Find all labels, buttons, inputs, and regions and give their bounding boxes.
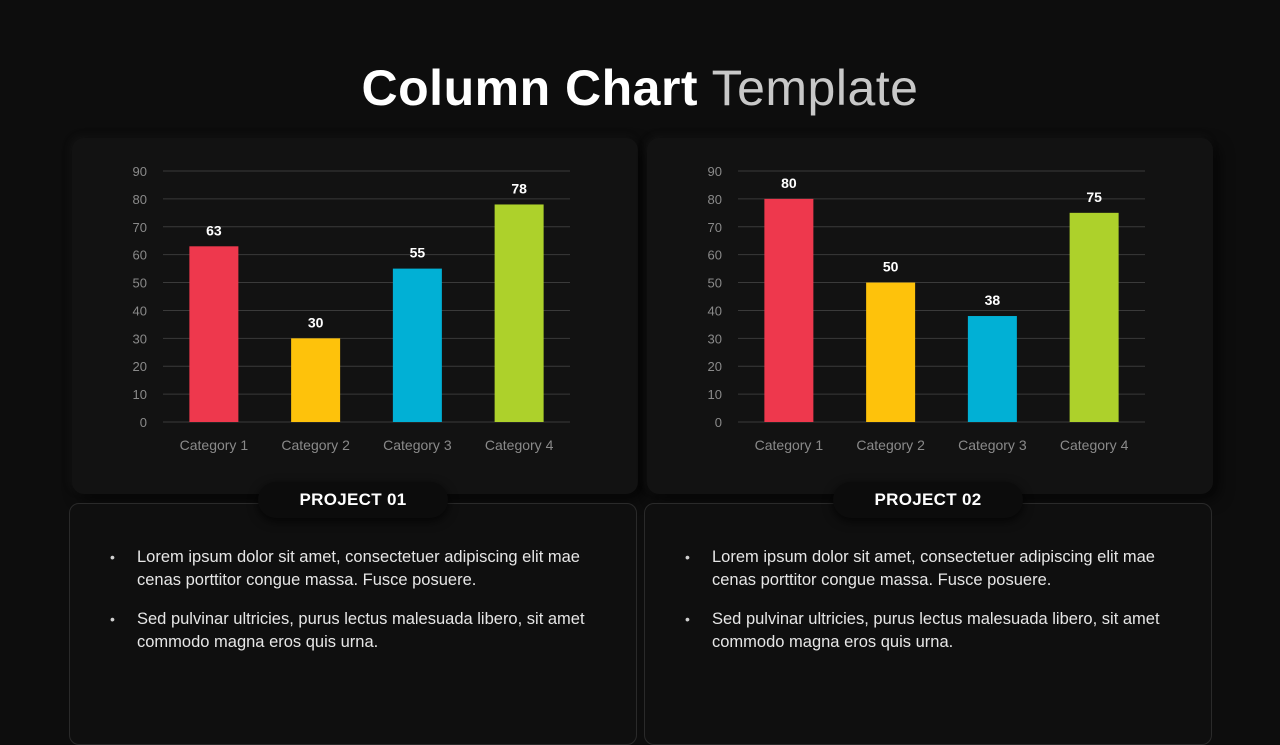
bullet-item: Sed pulvinar ultricies, purus lectus mal…: [685, 608, 1185, 654]
data-label: 78: [511, 180, 527, 196]
y-tick-label: 80: [708, 192, 722, 207]
description-card-project-01: Lorem ipsum dolor sit amet, consectetuer…: [69, 503, 637, 745]
bar-category-3: [967, 316, 1017, 422]
data-label: 75: [1086, 189, 1102, 205]
column-chart-project-02: 0 10 20 30 40 50 60 70 80 90 80 Category 1 50 Categor…: [708, 164, 1145, 453]
data-label: 80: [781, 175, 797, 191]
y-tick-label: 50: [133, 276, 147, 291]
x-tick-label: Category 1: [755, 437, 824, 453]
column-chart-project-01: 0 10 20 30 40 50 60 70 80 90 63 Category 1 30 Categor…: [133, 164, 570, 453]
bullet-item: Lorem ipsum dolor sit amet, consectetuer…: [110, 546, 610, 592]
data-label: 30: [308, 314, 324, 330]
x-tick-label: Category 3: [383, 437, 452, 453]
description-card-project-02: Lorem ipsum dolor sit amet, consectetuer…: [644, 503, 1212, 745]
y-tick-label: 70: [133, 220, 147, 235]
title-bold: Column Chart: [361, 60, 699, 116]
data-label: 38: [985, 292, 1001, 308]
bar-category-4: [1069, 212, 1119, 422]
y-tick-label: 30: [708, 331, 722, 346]
y-tick-label: 20: [133, 359, 147, 374]
x-tick-label: Category 4: [485, 437, 554, 453]
bar-category-2: [291, 338, 341, 422]
y-tick-label: 40: [708, 303, 722, 318]
y-tick-label: 0: [140, 415, 147, 430]
y-tick-label: 90: [708, 164, 722, 179]
bullet-item: Sed pulvinar ultricies, purus lectus mal…: [110, 608, 610, 654]
y-tick-label: 0: [715, 415, 722, 430]
bullet-list: Lorem ipsum dolor sit amet, consectetuer…: [685, 546, 1185, 670]
chart-card-project-02: 0 10 20 30 40 50 60 70 80 90 80 Category 1 50 Categor…: [647, 138, 1213, 494]
project-label-02: PROJECT 02: [833, 482, 1023, 518]
project-label-01: PROJECT 01: [258, 482, 448, 518]
y-tick-label: 50: [708, 276, 722, 291]
x-tick-label: Category 4: [1060, 437, 1129, 453]
y-tick-label: 20: [708, 359, 722, 374]
bullet-list: Lorem ipsum dolor sit amet, consectetuer…: [110, 546, 610, 670]
y-tick-label: 10: [133, 387, 147, 402]
page-title: Column Chart Template: [0, 58, 1280, 118]
data-label: 55: [410, 245, 426, 261]
bar-category-1: [764, 198, 814, 422]
y-tick-label: 90: [133, 164, 147, 179]
bar-category-3: [392, 268, 442, 422]
data-label: 63: [206, 222, 222, 238]
chart-card-project-01: 0 10 20 30 40 50 60 70 80 90 63 Category 1 30 Categor…: [72, 138, 638, 494]
y-tick-label: 70: [708, 220, 722, 235]
y-tick-label: 60: [708, 248, 722, 263]
data-label: 50: [883, 259, 899, 275]
bar-category-4: [494, 204, 544, 422]
y-tick-label: 10: [708, 387, 722, 402]
x-tick-label: Category 2: [856, 437, 925, 453]
y-tick-label: 60: [133, 248, 147, 263]
bar-category-2: [866, 282, 916, 422]
y-tick-label: 40: [133, 303, 147, 318]
x-tick-label: Category 2: [281, 437, 350, 453]
y-tick-label: 80: [133, 192, 147, 207]
bullet-item: Lorem ipsum dolor sit amet, consectetuer…: [685, 546, 1185, 592]
y-tick-label: 30: [133, 331, 147, 346]
title-light: Template: [711, 60, 919, 116]
x-tick-label: Category 3: [958, 437, 1027, 453]
bar-category-1: [189, 246, 239, 422]
x-tick-label: Category 1: [180, 437, 249, 453]
